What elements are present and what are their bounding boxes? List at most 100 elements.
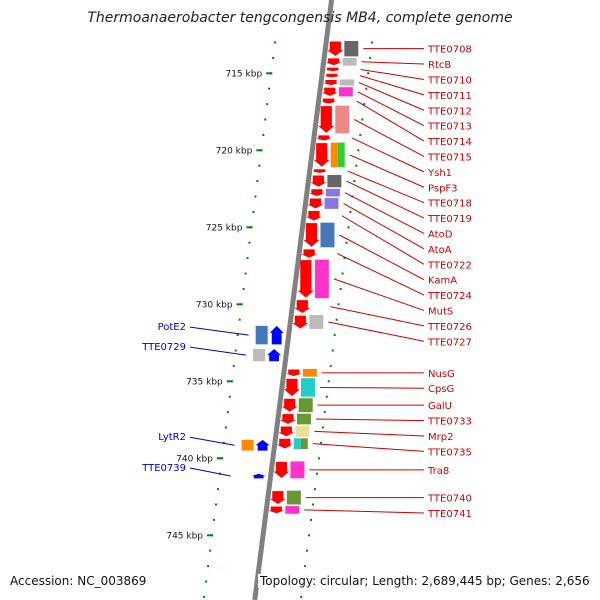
gene-label-Ysh1: Ysh1 (427, 168, 452, 179)
gene-label-MutS: MutS (428, 306, 453, 317)
gene-arrow-TTE0713 (321, 87, 338, 96)
ruler-label-735: 735 kbp (186, 377, 223, 387)
gene-arrow-TTE0712 (322, 79, 339, 86)
minor-tick (304, 565, 307, 568)
minor-tick (363, 103, 366, 106)
gene-label-NusG: NusG (428, 369, 455, 380)
minor-tick (310, 518, 313, 521)
minor-tick (207, 565, 210, 568)
gene-label-RtcB: RtcB (428, 60, 451, 71)
minor-tick (313, 488, 316, 491)
gene-label-TTE0719: TTE0719 (427, 214, 472, 225)
gene-label-PspF3: PspF3 (428, 183, 458, 194)
minor-tick (371, 41, 374, 44)
minor-tick (244, 272, 247, 275)
minor-tick (232, 364, 235, 367)
gene-label-TTE0718: TTE0718 (427, 199, 472, 210)
cog-boxes (241, 40, 359, 514)
gene-label-KamA: KamA (428, 276, 457, 287)
genome-backbone (252, 0, 335, 600)
gene-arrow-TTE0708 (327, 41, 344, 56)
topology-text: Topology: circular; Length: 2,689,445 bp… (258, 574, 592, 588)
ruler: 715 kbp 720 kbp 725 kbp 730 kbp 735 kbp 740 k… (166, 69, 273, 541)
leader-line-TTE0715 (354, 119, 425, 157)
cog-box-Mrp2 (295, 425, 310, 437)
leader-line-TTE0711 (359, 75, 425, 96)
gene-arrows (251, 41, 344, 514)
minor-tick (205, 580, 208, 583)
gene-label-GalU: GalU (428, 401, 452, 412)
cog-box-TTE0733 (296, 413, 311, 425)
minor-tick (238, 318, 241, 321)
leader-line-TTE0741 (304, 509, 425, 514)
leader-line-AtoD (344, 192, 425, 234)
cog-box-RtcB (342, 57, 357, 66)
minor-tick (213, 518, 216, 521)
minor-tick (311, 503, 314, 506)
minor-tick (252, 210, 255, 213)
minor-tick (317, 457, 320, 460)
gene-label-CpsG: CpsG (428, 384, 454, 395)
gene-arrow-TTE0729 (267, 348, 282, 362)
leader-line-TTE0727 (328, 321, 425, 342)
cog-box-TTE0715 (335, 105, 350, 134)
gene-arrow-TTE0735 (276, 438, 293, 449)
minor-tick (242, 287, 245, 290)
minor-tick (203, 595, 206, 598)
cog-box-TTE0712 (339, 79, 354, 86)
gene-label-TTE0715: TTE0715 (427, 152, 472, 163)
gene-label-TTE0740: TTE0740 (427, 494, 472, 505)
leader-line-TTE0722 (341, 215, 425, 265)
leader-line-RtcB (361, 61, 425, 65)
gene-label-TTE0710: TTE0710 (427, 75, 472, 86)
leader-line-PspF3 (349, 154, 425, 188)
gene-label-TTE0733: TTE0733 (427, 417, 472, 428)
gene-label-TTE0729: TTE0729 (141, 342, 186, 353)
gene-arrow-MutS (297, 260, 314, 298)
gene-arrow-TTE0727 (292, 315, 309, 329)
gene-labels: TTE0708 RtcB TTE0710 TTE0711 TTE0712 TTE0713 T… (141, 45, 472, 520)
minor-tick (256, 180, 259, 183)
minor-tick (268, 87, 271, 90)
leader-line-LytR2 (189, 436, 235, 446)
cog-box-KamA (320, 222, 335, 248)
gene-label-TTE0712: TTE0712 (427, 106, 472, 117)
cog-box-PspF3 (330, 142, 338, 168)
cog-box-MutS (314, 259, 329, 299)
cog-box-AtoA (324, 198, 339, 209)
minor-tick (337, 303, 340, 306)
minor-tick (341, 272, 344, 275)
gene-arrow-TTE0724 (301, 249, 318, 258)
minor-tick (331, 349, 334, 352)
minor-tick (224, 426, 227, 429)
gene-arrow-GalU (281, 398, 298, 412)
leader-line-TTE0729 (189, 346, 247, 356)
minor-tick (264, 118, 267, 121)
cog-box-TTE0735 (300, 438, 308, 450)
cog-box-TTE0740 (286, 490, 301, 505)
gene-arrow-KamA (303, 223, 320, 247)
cog-box-LytR2 (241, 439, 254, 451)
minor-tick (345, 241, 348, 244)
cog-box-TTE0713 (338, 87, 353, 97)
gene-arrow-AtoD (308, 189, 325, 196)
ruler-label-720: 720 kbp (216, 146, 253, 156)
minor-tick (234, 349, 237, 352)
minor-tick (343, 257, 346, 260)
cog-box-TTE0708 (344, 40, 359, 57)
minor-tick (315, 472, 318, 475)
minor-tick (323, 411, 326, 414)
cog-box-TTE0741 (285, 506, 300, 514)
gene-label-TTE0726: TTE0726 (427, 322, 472, 333)
leader-line-MutS (333, 278, 425, 311)
cog-box-TTE0729 (253, 348, 266, 362)
gene-arrow-CpsG (283, 378, 300, 397)
minor-tick (325, 395, 328, 398)
minor-tick (339, 287, 342, 290)
gene-arrow-TTE0740 (269, 491, 286, 504)
cog-box-Tra8 (290, 461, 305, 479)
minor-tick (272, 56, 275, 59)
gene-label-TTE0711: TTE0711 (427, 91, 472, 102)
gene-arrow-TTE0711 (323, 73, 340, 78)
